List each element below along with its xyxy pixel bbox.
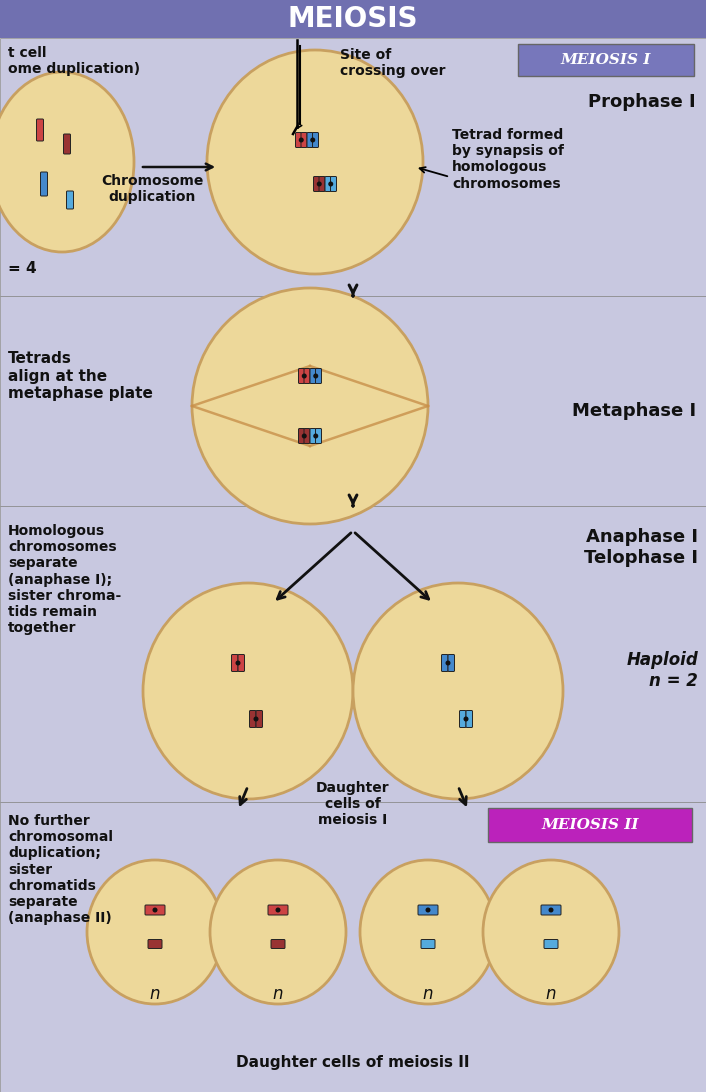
Bar xyxy=(0,0,706,38)
FancyBboxPatch shape xyxy=(319,177,325,191)
Ellipse shape xyxy=(353,583,563,799)
Circle shape xyxy=(314,375,318,378)
Circle shape xyxy=(302,375,306,378)
Text: Tetrad formed
by synapsis of
homologous
chromosomes: Tetrad formed by synapsis of homologous … xyxy=(452,128,564,191)
FancyBboxPatch shape xyxy=(441,654,448,672)
FancyBboxPatch shape xyxy=(518,44,694,76)
FancyBboxPatch shape xyxy=(307,132,313,147)
Text: MEIOSIS I: MEIOSIS I xyxy=(561,54,651,67)
FancyBboxPatch shape xyxy=(448,654,455,672)
Text: Haploid
n = 2: Haploid n = 2 xyxy=(626,651,698,690)
FancyBboxPatch shape xyxy=(460,711,466,727)
Text: Daughter cells of meiosis II: Daughter cells of meiosis II xyxy=(237,1055,469,1070)
Text: Prophase I: Prophase I xyxy=(588,93,696,111)
Circle shape xyxy=(237,661,240,665)
FancyBboxPatch shape xyxy=(37,119,44,141)
FancyBboxPatch shape xyxy=(299,368,304,383)
FancyBboxPatch shape xyxy=(296,132,301,147)
FancyBboxPatch shape xyxy=(466,711,472,727)
Text: MEIOSIS II: MEIOSIS II xyxy=(542,818,639,832)
Text: MEIOSIS: MEIOSIS xyxy=(288,5,418,33)
FancyBboxPatch shape xyxy=(316,368,321,383)
FancyBboxPatch shape xyxy=(238,654,244,672)
Ellipse shape xyxy=(0,72,134,252)
Ellipse shape xyxy=(360,860,496,1004)
Circle shape xyxy=(302,435,306,438)
Bar xyxy=(0,296,706,506)
Circle shape xyxy=(426,909,430,912)
FancyBboxPatch shape xyxy=(271,939,285,949)
Circle shape xyxy=(446,661,450,665)
Ellipse shape xyxy=(192,288,428,524)
Bar xyxy=(0,38,706,296)
FancyBboxPatch shape xyxy=(148,939,162,949)
FancyBboxPatch shape xyxy=(304,368,310,383)
Text: n: n xyxy=(546,985,556,1002)
Circle shape xyxy=(276,909,280,912)
FancyBboxPatch shape xyxy=(249,711,256,727)
Ellipse shape xyxy=(143,583,353,799)
Circle shape xyxy=(311,139,315,142)
Text: Metaphase I: Metaphase I xyxy=(572,402,696,420)
Text: n: n xyxy=(273,985,283,1002)
FancyBboxPatch shape xyxy=(301,132,307,147)
Text: No further
chromosomal
duplication;
sister
chromatids
separate
(anaphase II): No further chromosomal duplication; sist… xyxy=(8,814,113,925)
FancyBboxPatch shape xyxy=(310,428,316,443)
FancyBboxPatch shape xyxy=(268,905,288,915)
Ellipse shape xyxy=(207,50,423,274)
FancyBboxPatch shape xyxy=(488,808,692,842)
Bar xyxy=(0,802,706,1092)
Text: Anaphase I
Telophase I: Anaphase I Telophase I xyxy=(584,529,698,567)
FancyBboxPatch shape xyxy=(310,368,316,383)
FancyBboxPatch shape xyxy=(418,905,438,915)
Circle shape xyxy=(314,435,318,438)
FancyBboxPatch shape xyxy=(256,711,263,727)
Circle shape xyxy=(318,182,321,186)
Ellipse shape xyxy=(483,860,619,1004)
Text: t cell: t cell xyxy=(8,46,47,60)
Text: = 4: = 4 xyxy=(8,261,37,276)
FancyBboxPatch shape xyxy=(544,939,558,949)
Text: n: n xyxy=(423,985,433,1002)
Circle shape xyxy=(465,717,468,721)
Circle shape xyxy=(299,139,303,142)
FancyBboxPatch shape xyxy=(66,191,73,209)
Circle shape xyxy=(153,909,157,912)
FancyBboxPatch shape xyxy=(325,177,331,191)
Text: Homologous
chromosomes
separate
(anaphase I);
sister chroma-
tids remain
togethe: Homologous chromosomes separate (anaphas… xyxy=(8,524,121,636)
FancyBboxPatch shape xyxy=(541,905,561,915)
FancyBboxPatch shape xyxy=(304,428,310,443)
FancyBboxPatch shape xyxy=(299,428,304,443)
Text: Site of
crossing over: Site of crossing over xyxy=(340,48,445,79)
Text: ome duplication): ome duplication) xyxy=(8,62,140,76)
Circle shape xyxy=(254,717,258,721)
FancyBboxPatch shape xyxy=(40,173,47,195)
Text: Tetrads
align at the
metaphase plate: Tetrads align at the metaphase plate xyxy=(8,352,153,401)
Circle shape xyxy=(549,909,553,912)
FancyBboxPatch shape xyxy=(232,654,238,672)
FancyBboxPatch shape xyxy=(330,177,337,191)
FancyBboxPatch shape xyxy=(313,132,318,147)
Ellipse shape xyxy=(210,860,346,1004)
FancyBboxPatch shape xyxy=(316,428,321,443)
Ellipse shape xyxy=(87,860,223,1004)
FancyBboxPatch shape xyxy=(313,177,320,191)
Text: Chromosome
duplication: Chromosome duplication xyxy=(101,174,203,204)
FancyBboxPatch shape xyxy=(64,134,71,154)
Text: n: n xyxy=(150,985,160,1002)
FancyBboxPatch shape xyxy=(145,905,165,915)
Text: Daughter
cells of
meiosis I: Daughter cells of meiosis I xyxy=(316,781,390,828)
Bar xyxy=(0,506,706,802)
Circle shape xyxy=(329,182,333,186)
FancyBboxPatch shape xyxy=(421,939,435,949)
